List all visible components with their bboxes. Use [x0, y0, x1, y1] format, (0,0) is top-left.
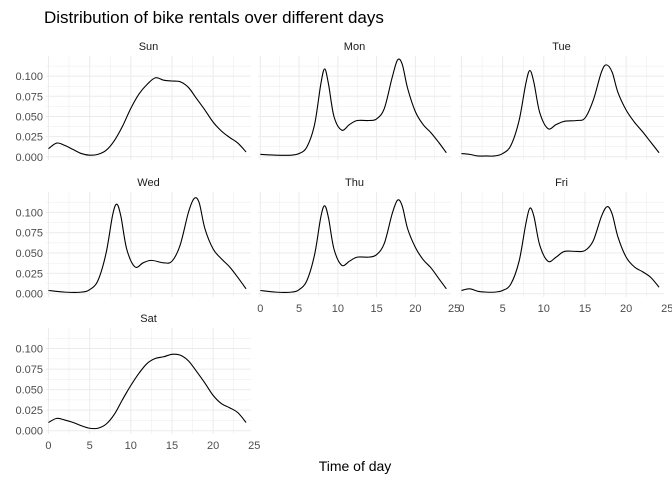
- y-tick-label: 0.000: [15, 426, 43, 438]
- density-line-sun: [48, 77, 247, 156]
- density-line-fri: [461, 206, 660, 293]
- density-line-sat: [48, 353, 247, 430]
- x-tick-label: 25: [248, 440, 260, 452]
- x-tick-label: 10: [332, 303, 344, 315]
- y-tick-label: 0.075: [15, 228, 43, 240]
- y-tick-label: 0.050: [15, 385, 43, 397]
- x-tick-label: 0: [257, 303, 263, 315]
- chart-title: Distribution of bike rentals over differ…: [44, 8, 384, 27]
- x-tick-label: 5: [87, 440, 93, 452]
- x-tick-label: 5: [296, 303, 302, 315]
- density-line-thu: [260, 199, 447, 293]
- facet-panel-sat: Sat 0.000 0.025 0.050 0.075 0.100 0 5 10 15 20 25: [15, 313, 260, 452]
- y-tick-label: 0.025: [15, 268, 43, 280]
- x-tick-label: 20: [409, 303, 421, 315]
- x-tick-label: 0: [458, 303, 464, 315]
- facet-panel-mon: Mon: [258, 41, 451, 160]
- density-line-mon: [260, 58, 447, 156]
- x-tick-label: 10: [125, 440, 137, 452]
- facet-panel-tue: Tue: [459, 41, 664, 160]
- x-axis-label: Time of day: [319, 458, 392, 474]
- y-tick-label: 0.000: [15, 289, 43, 301]
- x-tick-label: 15: [370, 303, 382, 315]
- x-tick-label: 5: [500, 303, 506, 315]
- density-line-wed: [48, 197, 247, 293]
- x-tick-label: 25: [448, 303, 460, 315]
- density-line-tue: [461, 64, 660, 157]
- facet-strip-label: Sat: [140, 313, 157, 325]
- facet-panel-sun: Sun 0.000 0.025 0.050 0.075 0.100: [15, 41, 251, 164]
- y-tick-label: 0.000: [15, 152, 43, 164]
- y-tick-label: 0.075: [15, 364, 43, 376]
- y-tick-label: 0.075: [15, 91, 43, 103]
- x-tick-label: 15: [579, 303, 591, 315]
- y-tick-label: 0.100: [15, 71, 43, 83]
- y-tick-label: 0.025: [15, 132, 43, 144]
- facet-panel-fri: Fri 0 5 10 15 20 25: [458, 177, 672, 315]
- y-tick-label: 0.100: [15, 344, 43, 356]
- y-tick-label: 0.025: [15, 405, 43, 417]
- facet-panel-wed: Wed 0.000 0.025 0.050 0.075 0.100: [15, 177, 251, 301]
- x-tick-label: 20: [620, 303, 632, 315]
- y-tick-label: 0.100: [15, 207, 43, 219]
- y-tick-label: 0.050: [15, 248, 43, 260]
- facet-strip-label: Thu: [345, 177, 364, 189]
- x-tick-label: 20: [207, 440, 219, 452]
- x-tick-label: 0: [45, 440, 51, 452]
- facet-strip-label: Sun: [139, 41, 159, 53]
- facet-strip-label: Tue: [552, 41, 571, 53]
- facet-strip-label: Fri: [555, 177, 568, 189]
- facet-panels: Sun 0.000 0.025 0.050 0.075 0.100 Mon Tue Wed 0.0…: [15, 41, 672, 452]
- facet-strip-label: Wed: [137, 177, 159, 189]
- x-tick-label: 10: [538, 303, 550, 315]
- facet-strip-label: Mon: [344, 41, 365, 53]
- x-tick-label: 15: [166, 440, 178, 452]
- facet-panel-thu: Thu 0 5 10 15 20 25: [257, 177, 460, 315]
- y-tick-label: 0.050: [15, 111, 43, 123]
- x-tick-label: 25: [661, 303, 672, 315]
